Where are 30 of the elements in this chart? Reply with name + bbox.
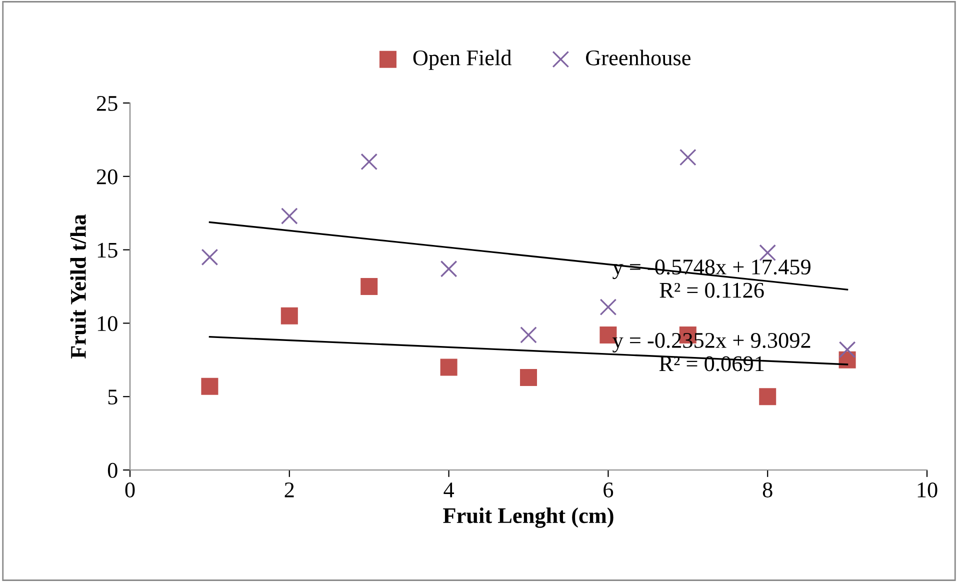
x-tick-label: 10 [918, 482, 938, 498]
x-tick-label: 8 [762, 482, 772, 498]
x-axis-title: Fruit Lenght (cm) [443, 508, 614, 528]
point [679, 148, 696, 166]
x-tick-label: 2 [284, 482, 294, 498]
y-tick-label: 0 [108, 462, 118, 478]
point [440, 358, 458, 376]
point [838, 341, 856, 358]
x-tick-label: 6 [604, 482, 614, 498]
y-tick-label: 25 [96, 96, 118, 111]
y-tick-label: 15 [98, 242, 118, 258]
point [201, 248, 218, 266]
point [201, 378, 218, 395]
point [600, 298, 617, 316]
y-tick-label: 5 [108, 390, 118, 405]
y-axis-title: Fruit Yeild t/ha [70, 214, 86, 359]
point [360, 153, 378, 170]
legend-label: Greenhouse [586, 50, 690, 66]
point [440, 260, 458, 278]
point [280, 307, 298, 324]
point [520, 326, 537, 344]
y-tick-label: 10 [98, 316, 118, 332]
point [759, 388, 776, 406]
point [360, 278, 378, 296]
x-tick-label: 0 [125, 482, 135, 498]
point [520, 369, 538, 386]
y-tick-label: 20 [96, 169, 118, 184]
x-tick-label: 4 [444, 482, 454, 498]
point [280, 208, 298, 224]
legend-label: Open Field [413, 50, 512, 70]
